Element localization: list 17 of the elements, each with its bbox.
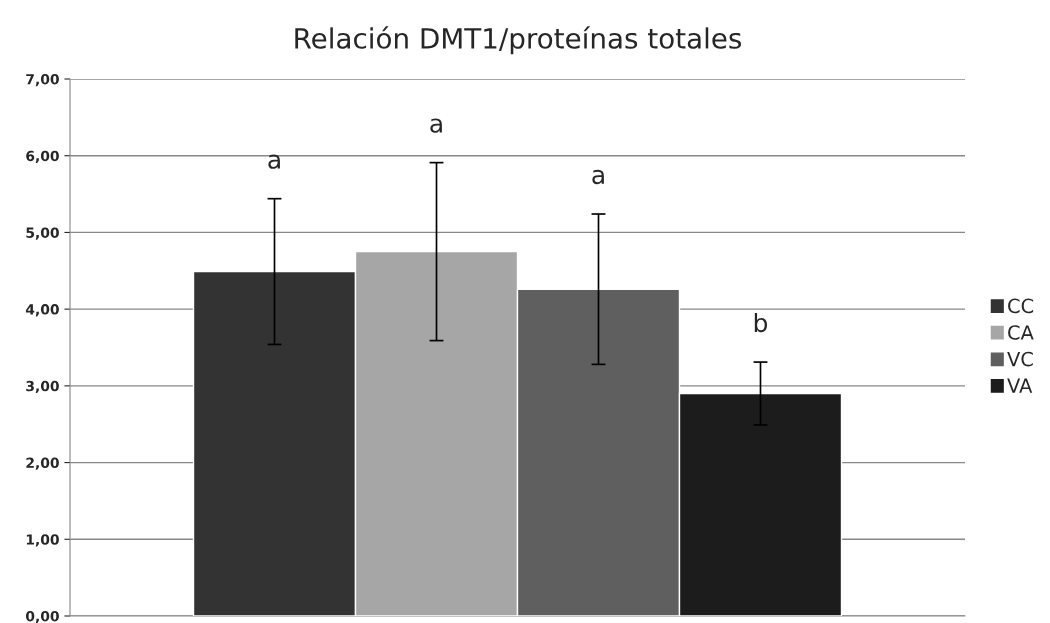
annotation: a [592,169,604,185]
legend-label: VA [1007,378,1033,393]
annotation: a [268,154,280,169]
y-tick-label: 1,00 [26,534,59,547]
y-tick-label: 3,00 [26,380,59,394]
y-tick-label: 2,00 [26,457,59,470]
annotation: b [754,312,768,333]
y-tick-label: 6,00 [26,150,59,163]
y-tick-label: 5,00 [26,227,59,240]
chart-title: Relación DMT1/proteínas totales [295,26,742,55]
legend-label: CC [1008,298,1034,314]
legend-label: VC [1007,351,1033,367]
annotation: a [430,118,442,133]
y-tick-label: 4,00 [25,304,59,317]
y-tick-label: 0,00 [25,610,59,623]
legend-label: CA [1008,325,1034,340]
y-tick-label: 7,00 [26,73,59,87]
